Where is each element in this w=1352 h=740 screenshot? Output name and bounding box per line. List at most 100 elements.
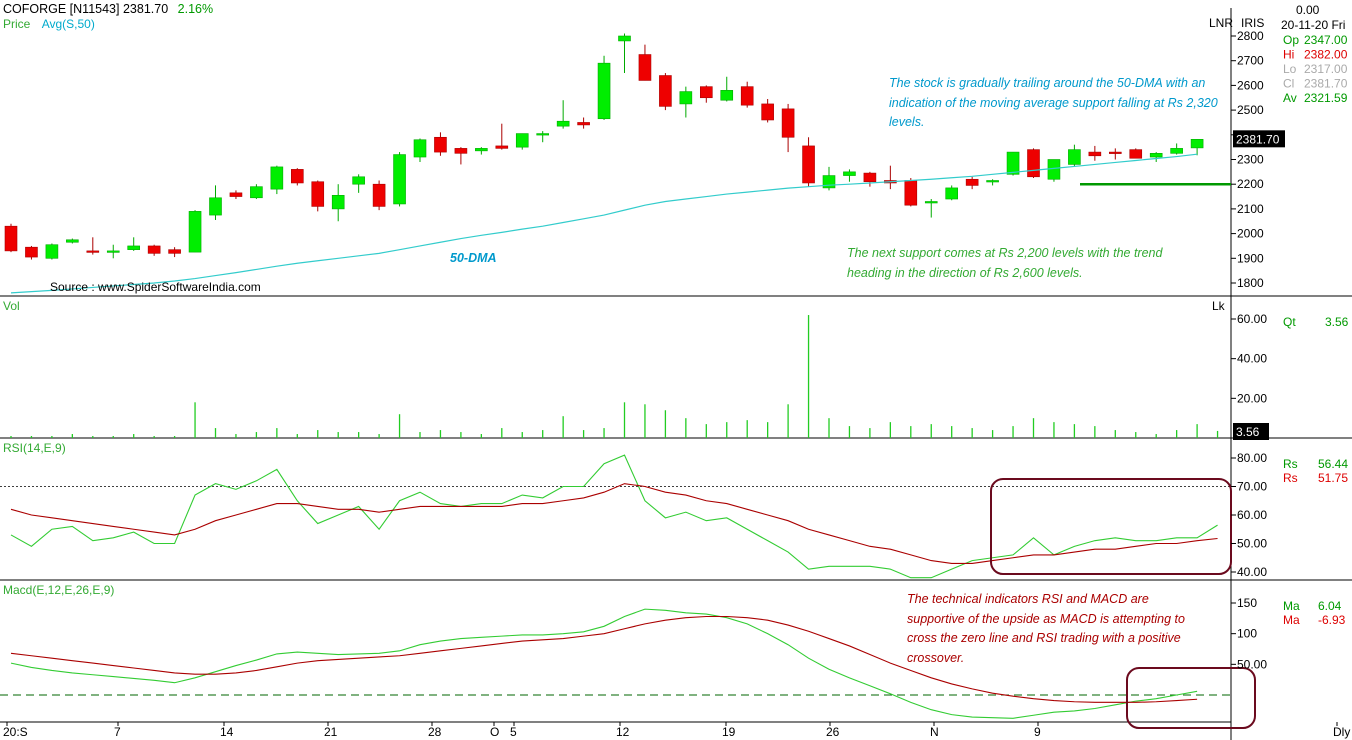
macd-legend-value: -6.93	[1318, 613, 1346, 627]
candle-body	[372, 183, 386, 207]
candle-body	[352, 176, 365, 185]
lnr-label: LNR	[1209, 16, 1234, 30]
rsi-tick-label: 80.00	[1237, 451, 1267, 465]
candle-body	[536, 133, 550, 136]
candle-body	[1088, 151, 1102, 157]
candle-body	[168, 249, 181, 254]
volume-tick-label: 60.00	[1237, 312, 1267, 326]
ohlc-value: 2381.70	[1304, 77, 1348, 91]
macd-highlight-box	[1126, 667, 1256, 729]
note-indicators: The technical indicators RSI and MACD ar…	[907, 592, 1185, 665]
candle-body	[618, 35, 631, 42]
candle-body	[515, 133, 529, 148]
macd-legend-value: 6.04	[1318, 599, 1342, 613]
x-tick-label: 26	[826, 725, 840, 739]
ohlc-value: 2321.59	[1304, 91, 1348, 105]
volume-last-tag-bg	[1233, 423, 1269, 440]
x-tick-label: Dly	[1333, 725, 1350, 739]
note-dma-support: The stock is gradually trailing around t…	[889, 76, 1218, 129]
rsi-tick-label: 70.00	[1237, 480, 1267, 494]
chart-header: COFORGE [N11543] 2381.70 2.16%	[3, 2, 213, 16]
candle-body	[66, 239, 79, 243]
macd-tick-label: 150	[1237, 596, 1257, 610]
price-legend: Price Avg(S,50)	[3, 17, 95, 31]
iris-label: IRIS	[1241, 16, 1265, 30]
candle-body	[270, 166, 284, 190]
dma-label: 50-DMA	[450, 251, 497, 265]
x-tick-label: 12	[616, 725, 630, 739]
macd-tick-label: 50.00	[1237, 657, 1267, 671]
price-tick-label: 2000	[1237, 227, 1264, 241]
rsi-signal-line	[10, 483, 1218, 565]
candle-body	[1068, 149, 1081, 165]
candle-body	[1170, 148, 1183, 154]
candle-body	[843, 171, 856, 176]
x-tick-label: 20:S	[3, 725, 28, 739]
avg-legend-label: Avg(S,50)	[41, 17, 95, 31]
candle-body	[781, 108, 795, 138]
volume-unit: Lk	[1212, 299, 1226, 313]
panel-frames	[0, 8, 1352, 740]
candle-body	[802, 145, 815, 184]
rsi-highlight-box	[990, 478, 1232, 575]
last-price-tag: 2381.70	[1236, 132, 1280, 146]
price-tick-label: 2200	[1237, 177, 1264, 191]
candle-body	[904, 180, 918, 206]
candle-body	[965, 178, 979, 186]
x-tick-label: 19	[722, 725, 736, 739]
candle-body	[127, 245, 140, 250]
candle-body	[679, 91, 693, 105]
price-tick-label: 2300	[1237, 153, 1264, 167]
candle-body	[761, 103, 774, 121]
candle-body	[495, 145, 509, 149]
price-tick-label: 2600	[1237, 78, 1264, 92]
price-tick-label: 2800	[1237, 29, 1264, 43]
candle-body	[311, 181, 325, 207]
macd-title: Macd(E,12,E,26,E,9)	[3, 583, 114, 597]
candle-body	[209, 197, 222, 216]
price-legend-label: Price	[3, 17, 31, 31]
candle-body	[1190, 139, 1204, 149]
price-panel	[4, 33, 1231, 294]
rsi-rsi-line	[10, 454, 1218, 579]
x-tick-label: 9	[1034, 725, 1041, 739]
candle-body	[290, 169, 304, 184]
rsi-title: RSI(14,E,9)	[3, 441, 66, 455]
rsi-tick-label: 60.00	[1237, 508, 1267, 522]
change-percent: 2.16%	[177, 2, 214, 16]
candle-body	[1027, 149, 1040, 178]
candle-body	[945, 187, 959, 200]
candle-body	[86, 250, 100, 253]
ohlc-label: Op	[1283, 33, 1299, 47]
candle-body	[188, 211, 202, 253]
x-tick-label: 28	[428, 725, 442, 739]
qt-value: 3.56	[1325, 315, 1349, 329]
candle-body	[924, 201, 938, 204]
candle-body	[475, 148, 488, 152]
candle-body	[454, 148, 468, 154]
x-tick-label: 5	[510, 725, 517, 739]
volume-panel: Vol Lk	[3, 299, 1226, 438]
candle-body	[331, 195, 345, 210]
candle-body	[434, 136, 447, 153]
x-tick-label: 14	[220, 725, 234, 739]
candle-body	[659, 75, 672, 107]
rsi-legend-value: 56.44	[1318, 457, 1348, 471]
candle-body	[250, 186, 263, 199]
price-tick-label: 1800	[1237, 276, 1264, 290]
macd-tick-label: 100	[1237, 627, 1257, 641]
rsi-tick-label: 40.00	[1237, 565, 1267, 579]
ohlc-label: Av	[1283, 91, 1297, 105]
macd-legend-label: Ma	[1283, 613, 1300, 627]
note-next-support: The next support comes at Rs 2,200 level…	[847, 246, 1163, 280]
symbol-label: COFORGE [N11543]	[3, 2, 120, 16]
x-tick-label: N	[930, 725, 939, 739]
rsi-panel: RSI(14,E,9)	[0, 441, 1232, 579]
candle-body	[577, 122, 590, 126]
price-tick-label: 2100	[1237, 202, 1264, 216]
candle-body	[1109, 151, 1122, 154]
candle-body	[699, 86, 713, 99]
candle-body	[720, 90, 734, 101]
axes: 1800190020002100220023002400250026002700…	[3, 29, 1350, 739]
